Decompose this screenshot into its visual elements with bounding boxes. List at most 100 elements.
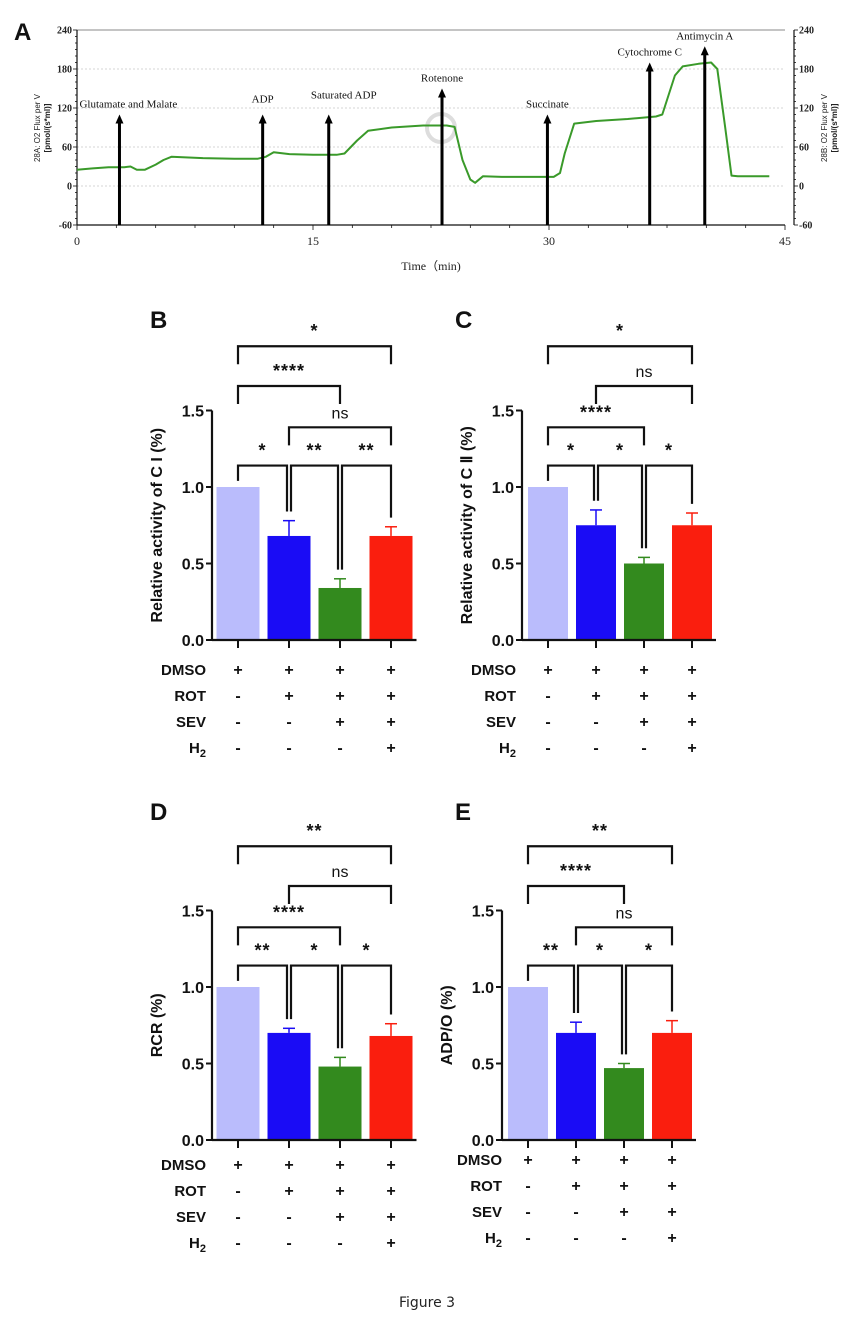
y-tick-label: 0.0 bbox=[182, 633, 204, 650]
treatment-mark: - bbox=[621, 1230, 626, 1247]
panel-b: B 0.0 0.5 1.0 1.5 Relative activity of C I (%… bbox=[149, 307, 417, 760]
y-tick-label-right: 0 bbox=[799, 182, 804, 193]
significance-label: * bbox=[362, 941, 370, 961]
treatment-mark: - bbox=[286, 1235, 291, 1252]
significance-bracket bbox=[546, 464, 596, 501]
treatment-mark: + bbox=[571, 1152, 580, 1169]
treatment-mark: + bbox=[591, 688, 600, 705]
significance-bracket bbox=[576, 964, 624, 1055]
significance-label: ** bbox=[543, 941, 559, 961]
treatment-mark: - bbox=[525, 1204, 530, 1221]
y-tick-label: 0.0 bbox=[182, 1133, 204, 1150]
significance-label: * bbox=[645, 941, 653, 961]
injection-label: ADP bbox=[252, 94, 274, 106]
injection-label: Saturated ADP bbox=[311, 90, 377, 102]
significance-label: **** bbox=[273, 361, 305, 381]
bar-h2 bbox=[369, 1035, 413, 1140]
treatment-mark: + bbox=[571, 1178, 580, 1195]
y-tick-label: 1.5 bbox=[472, 904, 494, 921]
treatment-mark: + bbox=[386, 740, 395, 757]
treatment-label-sev: SEV bbox=[486, 714, 516, 731]
treatment-label-h2: H2 bbox=[485, 1230, 502, 1250]
bar-h2 bbox=[672, 525, 712, 640]
significance-bracket bbox=[236, 464, 289, 512]
significance-label: * bbox=[665, 441, 673, 461]
significance-bracket bbox=[287, 884, 393, 905]
treatment-mark: + bbox=[233, 662, 242, 679]
bar-dmso bbox=[216, 987, 260, 1140]
significance-bracket bbox=[287, 426, 393, 446]
bar-sev bbox=[318, 1066, 362, 1140]
bar-sev bbox=[318, 587, 362, 640]
y-axis-label: Relative activity of C Ⅱ (%) bbox=[459, 426, 476, 624]
treatment-mark: + bbox=[335, 714, 344, 731]
significance-label: * bbox=[258, 441, 266, 461]
treatment-mark: - bbox=[235, 688, 240, 705]
treatment-mark: + bbox=[386, 662, 395, 679]
significance-label: ** bbox=[358, 441, 374, 461]
y-tick-label-left: 180 bbox=[57, 65, 72, 76]
treatment-mark: - bbox=[545, 740, 550, 757]
bar-h2 bbox=[652, 1032, 692, 1140]
treatment-mark: - bbox=[573, 1204, 578, 1221]
treatment-mark: - bbox=[286, 714, 291, 731]
bar-rot bbox=[556, 1032, 596, 1140]
treatment-label-dmso: DMSO bbox=[161, 1157, 206, 1174]
treatment-label-sev: SEV bbox=[472, 1204, 502, 1221]
treatment-mark: + bbox=[335, 1209, 344, 1226]
y-tick-label-left: 0 bbox=[67, 182, 72, 193]
injection-label: Succinate bbox=[526, 99, 569, 111]
y-tick-label: 0.5 bbox=[182, 557, 204, 574]
y-axis-label-left: 28A: O2 Flux per V[pmol/(s*ml)] bbox=[33, 93, 52, 162]
bar-dmso bbox=[528, 487, 568, 640]
injection-arrow-head bbox=[438, 88, 447, 98]
treatment-mark: - bbox=[235, 1183, 240, 1200]
significance-bracket bbox=[236, 926, 342, 946]
injection-label: Rotenone bbox=[421, 73, 463, 85]
treatment-mark: + bbox=[386, 1157, 395, 1174]
treatment-label-dmso: DMSO bbox=[457, 1152, 502, 1169]
bar-sev bbox=[604, 1068, 644, 1140]
treatment-label-sev: SEV bbox=[176, 714, 206, 731]
significance-bracket bbox=[289, 464, 340, 570]
treatment-mark: + bbox=[619, 1178, 628, 1195]
treatment-mark: + bbox=[335, 1157, 344, 1174]
y-tick-label: 1.0 bbox=[472, 980, 494, 997]
treatment-mark: + bbox=[386, 1209, 395, 1226]
treatment-mark: + bbox=[284, 662, 293, 679]
bar-dmso bbox=[216, 487, 260, 640]
treatment-mark: + bbox=[667, 1152, 676, 1169]
panel-label-d: D bbox=[150, 799, 167, 826]
treatment-mark: - bbox=[545, 714, 550, 731]
treatment-mark: - bbox=[593, 740, 598, 757]
injection-label: Glutamate and Malate bbox=[79, 99, 177, 111]
x-tick-label: 30 bbox=[543, 234, 555, 248]
treatment-mark: - bbox=[593, 714, 598, 731]
y-tick-label: 0.5 bbox=[472, 1057, 494, 1074]
significance-label: * bbox=[616, 321, 624, 341]
significance-bracket bbox=[574, 926, 674, 946]
significance-bracket bbox=[526, 845, 674, 865]
treatment-mark: + bbox=[667, 1204, 676, 1221]
treatment-mark: + bbox=[687, 688, 696, 705]
treatment-mark: - bbox=[525, 1230, 530, 1247]
treatment-mark: - bbox=[573, 1230, 578, 1247]
treatment-label-dmso: DMSO bbox=[161, 662, 206, 679]
treatment-label-h2: H2 bbox=[189, 740, 206, 760]
treatment-mark: - bbox=[525, 1178, 530, 1195]
panel-label-c: C bbox=[455, 307, 472, 334]
y-tick-label: 0.0 bbox=[492, 633, 514, 650]
treatment-label-rot: ROT bbox=[174, 688, 206, 705]
bar-rot bbox=[267, 535, 311, 640]
panel-label-e: E bbox=[455, 799, 471, 826]
y-tick-label: 1.5 bbox=[182, 404, 204, 421]
significance-label: ** bbox=[306, 441, 322, 461]
treatment-mark: + bbox=[591, 662, 600, 679]
treatment-label-h2: H2 bbox=[499, 740, 516, 760]
treatment-mark: + bbox=[233, 1157, 242, 1174]
figure-caption: Figure 3 bbox=[398, 1295, 456, 1311]
significance-label: * bbox=[310, 941, 318, 961]
treatment-label-rot: ROT bbox=[484, 688, 516, 705]
significance-bracket bbox=[289, 964, 340, 1049]
